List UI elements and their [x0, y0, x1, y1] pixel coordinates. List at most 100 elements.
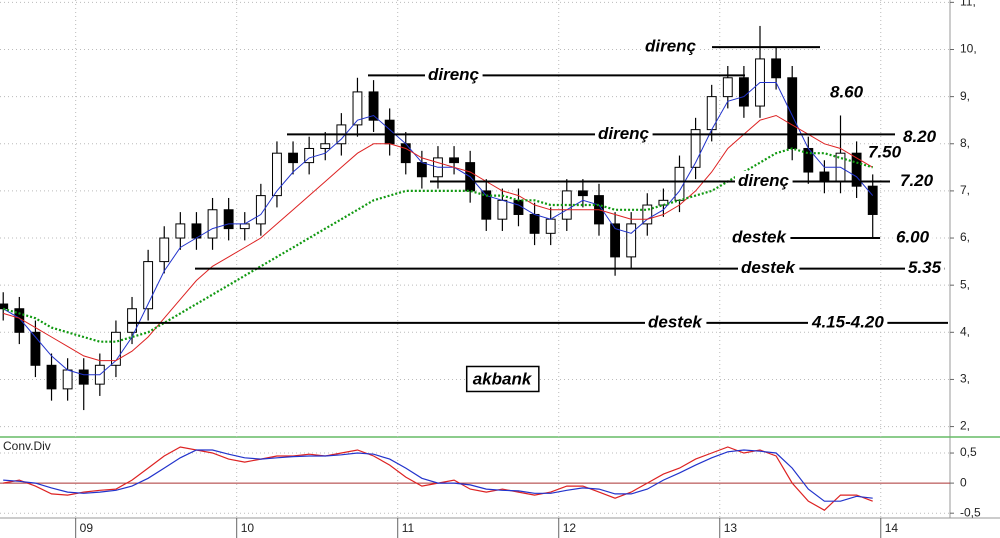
annotation-text-group: direnç: [595, 123, 653, 143]
level-label: 8.20: [903, 127, 937, 146]
y-tick-label: 3,: [960, 372, 970, 386]
chart-title: akbank: [473, 369, 533, 388]
level-label-bg: [900, 126, 940, 146]
level-label-group: 4.15-4.20: [808, 312, 888, 332]
candle-body: [143, 261, 154, 310]
annotation-text: destek: [741, 258, 796, 277]
y-tick-label: 7,: [960, 183, 970, 197]
y-tick-label: 0,5: [960, 445, 977, 459]
annotation-text: destek: [732, 228, 787, 247]
annotation-text-group: destek: [729, 227, 791, 247]
candle-body: [626, 223, 637, 258]
note: 7.50: [868, 142, 902, 161]
candle-body: [368, 91, 379, 121]
level-label-bg: [897, 170, 937, 190]
annotation-text: direnç: [428, 65, 480, 84]
annotation-text-bg: [729, 227, 791, 247]
annotation-text-group: destek: [645, 312, 707, 332]
candle-body: [577, 190, 588, 197]
y-tick-label: 0: [960, 475, 967, 489]
x-tick-label: 09: [80, 521, 94, 535]
candle-body: [62, 369, 73, 390]
candle-body: [771, 58, 782, 79]
candle-body: [288, 152, 298, 164]
y-tick-label: 9,: [960, 89, 970, 103]
candle-body: [46, 364, 57, 390]
level-label: 6.00: [896, 228, 930, 247]
level-label: 4.15-4.20: [811, 312, 884, 331]
x-tick-label: 13: [724, 521, 738, 535]
x-tick-label: 10: [241, 521, 255, 535]
candle-body: [819, 171, 830, 182]
candle-body: [529, 213, 540, 234]
candle-body: [304, 147, 315, 164]
annotation-text-group: destek: [738, 258, 800, 278]
candle-body: [674, 166, 685, 201]
level-label-group: 6.00: [893, 227, 933, 247]
annotation-text-group: direnç: [735, 170, 793, 190]
annotation-text-bg: [735, 170, 793, 190]
y-tick-label: 10,: [960, 42, 977, 56]
candle-body: [642, 204, 653, 225]
moving-average: [2, 82, 874, 376]
level-label: 5.35: [908, 258, 942, 277]
candle-body: [416, 162, 427, 178]
candle-body: [255, 195, 266, 225]
candle-body: [272, 152, 282, 197]
candle-body: [481, 190, 492, 220]
candle-body: [513, 199, 524, 215]
candle-body: [787, 77, 798, 149]
y-tick-label: 11,: [960, 0, 976, 9]
oscillator-line: [3, 449, 873, 502]
annotation-text-bg: [645, 312, 707, 332]
y-tick-label: -0,5: [960, 505, 981, 519]
level-label-bg: [893, 227, 933, 247]
candle-body: [738, 77, 749, 107]
x-tick-label: 14: [885, 521, 899, 535]
candle-body: [400, 143, 411, 164]
candle-body: [78, 369, 89, 385]
level-label: 7.20: [900, 171, 934, 190]
candle-body: [175, 223, 186, 239]
annotation-text-bg: [595, 123, 653, 143]
level-label-bg: [905, 258, 945, 278]
candle-body: [320, 143, 331, 149]
candle-body: [159, 237, 170, 263]
y-tick-label: 2,: [960, 419, 970, 433]
annotation-text: destek: [648, 312, 703, 331]
annotation-text-group: direnç: [642, 36, 700, 56]
annotation-text-bg: [642, 36, 700, 56]
candle-body: [497, 199, 508, 220]
candle-body: [449, 157, 459, 164]
panel-title: Conv.Div: [3, 439, 51, 453]
x-tick-label: 12: [563, 521, 577, 535]
candle-body: [111, 331, 121, 366]
annotation-text: direnç: [598, 124, 650, 143]
level-label-bg: [808, 312, 888, 332]
candle-body: [851, 152, 862, 187]
title-box: akbank: [465, 365, 540, 393]
candle-body: [722, 77, 733, 98]
candle-body: [223, 209, 234, 230]
annotation-text-bg: [425, 64, 483, 84]
annotation-text: direnç: [645, 37, 697, 56]
y-tick-label: 6,: [960, 230, 970, 244]
y-tick-label: 5,: [960, 277, 970, 291]
annotation-text-group: direnç: [425, 64, 483, 84]
x-tick-label: 11: [402, 521, 415, 535]
candle-body: [610, 223, 621, 258]
candle-body: [867, 185, 878, 215]
y-tick-label: 8,: [960, 136, 970, 150]
annotation-text: direnç: [738, 171, 790, 190]
candle-body: [239, 223, 250, 230]
candle-body: [690, 129, 701, 168]
y-tick-label: 4,: [960, 324, 970, 338]
level-label-group: 8.20: [900, 126, 940, 146]
candle-body: [30, 331, 41, 366]
level-label-group: 7.20: [897, 170, 937, 190]
candle-body: [207, 209, 218, 239]
annotation-text-bg: [738, 258, 800, 278]
moving-average: [3, 114, 873, 362]
level-label-group: 5.35: [905, 258, 945, 278]
